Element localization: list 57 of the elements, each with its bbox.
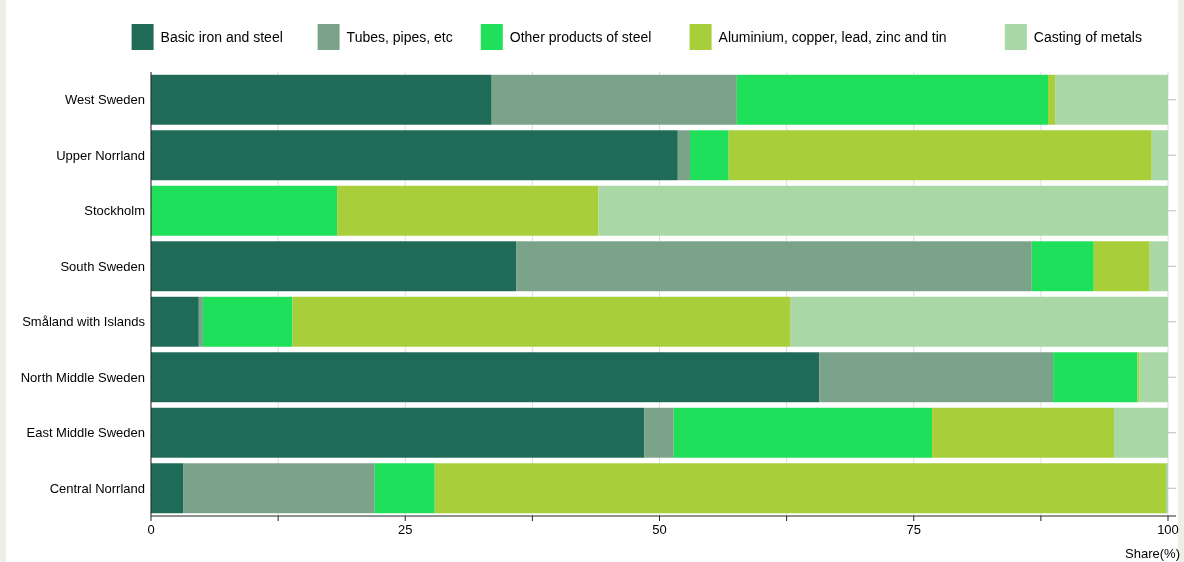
legend-label: Tubes, pipes, etc: [346, 28, 453, 45]
bar: [292, 296, 791, 347]
bar: [1139, 352, 1168, 403]
bar: [598, 185, 1168, 236]
legend-label: Other products of steel: [509, 28, 652, 45]
bar: [202, 296, 293, 347]
bar: [1031, 241, 1094, 292]
bar: [151, 407, 645, 458]
y-tick-label: North Middle Sweden: [20, 369, 145, 385]
bar: [434, 463, 1166, 514]
y-tick-label: Småland with Islands: [22, 314, 146, 330]
x-tick-label: 50: [652, 522, 667, 537]
y-tick-label: Central Norrland: [49, 480, 145, 496]
bar: [1165, 463, 1168, 514]
bar: [1053, 352, 1138, 403]
bar: [677, 130, 691, 181]
bar: [1055, 74, 1168, 125]
bar: [673, 407, 933, 458]
y-tick-label: West Sweden: [65, 92, 145, 108]
legend-label: Basic iron and steel: [160, 28, 283, 45]
bar: [932, 407, 1115, 458]
bar: [1149, 241, 1168, 292]
bar: [516, 241, 1032, 292]
bar: [1114, 407, 1168, 458]
y-tick-label: East Middle Sweden: [26, 425, 145, 441]
bar: [151, 296, 199, 347]
bar: [183, 463, 375, 514]
x-axis-title: Share(%): [1125, 546, 1180, 561]
bar: [728, 130, 1152, 181]
x-tick-label: 75: [906, 522, 921, 537]
bar: [1093, 241, 1150, 292]
bar: [1137, 352, 1140, 403]
y-tick-label: South Sweden: [60, 258, 145, 274]
bar: [644, 407, 674, 458]
y-tick-label: Stockholm: [84, 203, 145, 219]
bar: [374, 463, 435, 514]
x-tick-label: 100: [1157, 522, 1179, 537]
bar: [1151, 130, 1168, 181]
legend-label: Aluminium, copper, lead, zinc and tin: [718, 28, 947, 45]
legend-label: Casting of metals: [1033, 28, 1142, 45]
bar: [736, 74, 1048, 125]
bar: [491, 74, 737, 125]
bar: [790, 296, 1168, 347]
bar: [151, 241, 517, 292]
bar: [151, 130, 678, 181]
bar: [151, 185, 338, 236]
bar: [151, 352, 820, 403]
bar: [337, 185, 599, 236]
bar: [198, 296, 203, 347]
bar: [1047, 74, 1056, 125]
y-tick-label: Upper Norrland: [56, 147, 145, 163]
bar: [819, 352, 1054, 403]
x-tick-label: 0: [147, 522, 155, 537]
bar: [151, 463, 184, 514]
bar: [690, 130, 729, 181]
x-tick-label: 25: [398, 522, 413, 537]
bar: [151, 74, 492, 125]
